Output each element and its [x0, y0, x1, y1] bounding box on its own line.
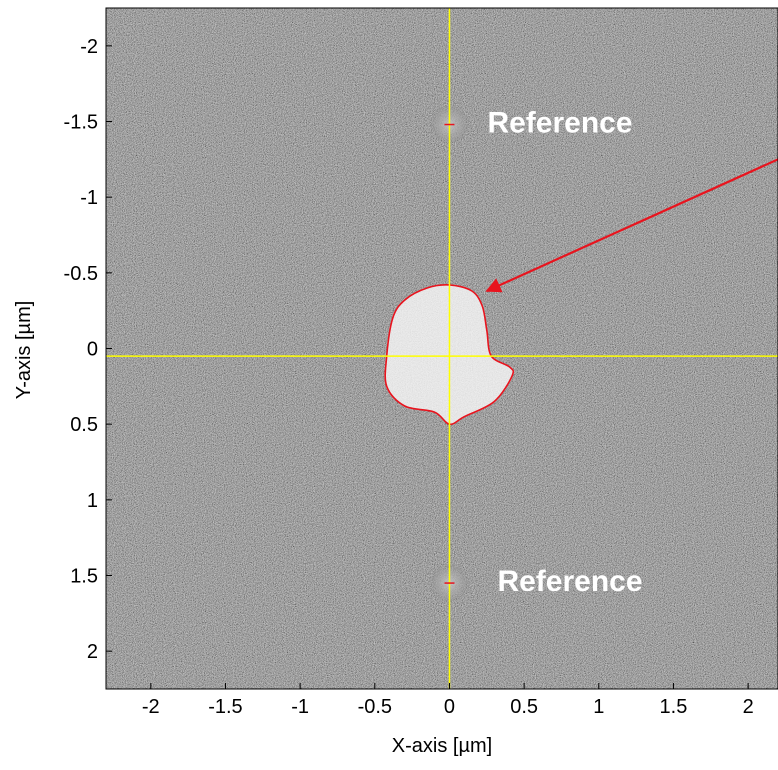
y-tick-label: 1 [87, 490, 98, 512]
micrograph-image: Reference Reference [106, 8, 778, 689]
reference-label-top: Reference [487, 106, 632, 139]
y-tick-label: -1.5 [64, 112, 98, 134]
x-axis-ticks: -2 -1.5 -1 -0.5 0 0.5 1 1.5 2 [142, 683, 754, 718]
x-axis-label: X-axis [µm] [392, 735, 492, 757]
pointer-arrow [485, 158, 778, 293]
y-tick-label: -0.5 [64, 263, 98, 285]
x-tick-label: -0.5 [358, 696, 392, 718]
y-tick-label: 1.5 [70, 566, 98, 588]
y-axis-ticks: -2 -1.5 -1 -0.5 0 0.5 1 1.5 2 [64, 36, 112, 663]
x-tick-label: -2 [142, 696, 160, 718]
particle-contour [384, 283, 515, 426]
y-tick-label: -2 [80, 36, 98, 58]
x-tick-label: -1 [291, 696, 309, 718]
reference-label-bottom: Reference [497, 565, 642, 598]
x-tick-label: 0.5 [510, 696, 538, 718]
y-tick-label: 0 [87, 339, 98, 361]
y-tick-label: -1 [80, 187, 98, 209]
y-tick-label: 0.5 [70, 414, 98, 436]
x-tick-label: -1.5 [208, 696, 242, 718]
y-axis-label: Y-axis [µm] [13, 301, 35, 400]
x-tick-label: 1 [593, 696, 604, 718]
x-tick-label: 0 [444, 696, 455, 718]
y-tick-label: 2 [87, 641, 98, 663]
x-tick-label: 1.5 [660, 696, 688, 718]
x-tick-label: 2 [743, 696, 754, 718]
